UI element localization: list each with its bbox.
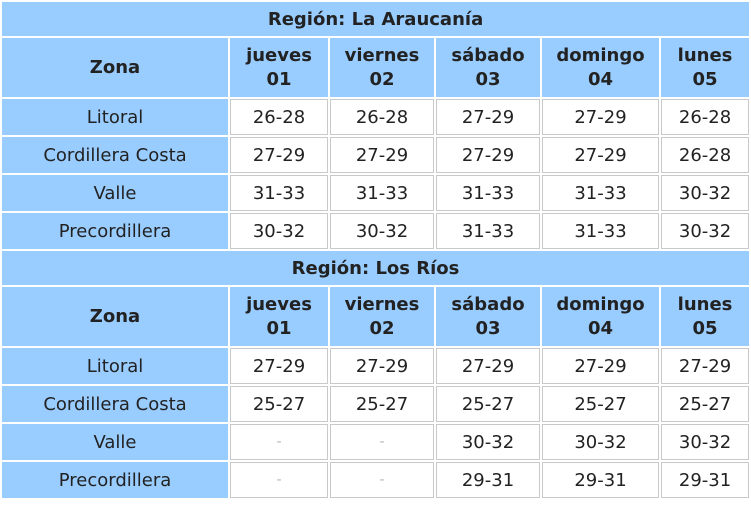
temperature-range: 31-33 [542, 175, 659, 211]
day-column-header: sábado 03 [436, 38, 540, 97]
table-row: Precordillera 30-32 30-32 31-33 31-33 30-32 [2, 213, 750, 249]
temperature-range: 30-32 [230, 213, 328, 249]
temperature-range: 31-33 [436, 213, 540, 249]
day-name: sábado [451, 44, 525, 66]
temperature-range: 30-32 [436, 424, 540, 460]
temperature-range: 27-29 [436, 348, 540, 384]
day-number: 05 [692, 317, 718, 339]
table-row: Cordillera Costa 25-27 25-27 25-27 25-27 25-2… [2, 386, 750, 422]
temperature-range: 29-31 [661, 462, 750, 498]
temperature-range: 30-32 [661, 175, 750, 211]
temperature-range: - [230, 424, 328, 460]
temperature-range: 27-29 [436, 99, 540, 135]
temperature-range: - [330, 462, 434, 498]
zone-name: Valle [2, 424, 228, 460]
table-row: Valle 31-33 31-33 31-33 31-33 30-32 [2, 175, 750, 211]
temperature-range: 30-32 [661, 424, 750, 460]
day-name: sábado [451, 293, 525, 315]
table-row: Cordillera Costa 27-29 27-29 27-29 27-29 26-2… [2, 137, 750, 173]
day-name: lunes [677, 44, 733, 66]
day-column-header: lunes 05 [661, 287, 750, 346]
day-name: viernes [344, 293, 420, 315]
header-row: Zona jueves 01 viernes 02 sábado 03 domingo 04 lu… [2, 38, 750, 97]
day-column-header: lunes 05 [661, 38, 750, 97]
day-name: jueves [246, 44, 312, 66]
temperature-range: 30-32 [661, 213, 750, 249]
temperature-range: 30-32 [330, 213, 434, 249]
temperature-range: 25-27 [330, 386, 434, 422]
day-number: 01 [266, 68, 292, 90]
temperature-range: 25-27 [542, 386, 659, 422]
zone-name: Cordillera Costa [2, 386, 228, 422]
temperature-range: 27-29 [230, 348, 328, 384]
zone-name: Valle [2, 175, 228, 211]
zone-name: Litoral [2, 99, 228, 135]
temperature-range: 27-29 [542, 137, 659, 173]
temperature-range: 31-33 [330, 175, 434, 211]
day-column-header: sábado 03 [436, 287, 540, 346]
day-column-header: jueves 01 [230, 38, 328, 97]
zone-column-header: Zona [2, 287, 228, 346]
day-number: 04 [587, 317, 614, 339]
temperature-range: 31-33 [436, 175, 540, 211]
temperature-range: 26-28 [230, 99, 328, 135]
day-name: domingo [556, 293, 645, 315]
zone-column-header: Zona [2, 38, 228, 97]
temperature-range: 25-27 [436, 386, 540, 422]
day-column-header: viernes 02 [330, 287, 434, 346]
temperature-range: 31-33 [542, 213, 659, 249]
region-title: Región: Los Ríos [2, 251, 750, 285]
day-name: jueves [246, 293, 312, 315]
zone-name: Precordillera [2, 462, 228, 498]
table-row: Precordillera - -29-31 29-31 29-31 [2, 462, 750, 498]
temperature-range: 25-27 [661, 386, 750, 422]
region-title-row: Región: Los Ríos [2, 251, 750, 285]
temperature-range: 27-29 [542, 348, 659, 384]
temperature-range: 27-29 [230, 137, 328, 173]
table-row: Valle - -30-32 30-32 30-32 [2, 424, 750, 460]
day-name: viernes [344, 44, 420, 66]
temperature-range: 26-28 [661, 99, 750, 135]
temperature-range: 29-31 [436, 462, 540, 498]
temperature-range: 26-28 [330, 99, 434, 135]
day-number: 02 [369, 317, 395, 339]
region-title-row: Región: La Araucanía [2, 2, 750, 36]
temperature-range: 27-29 [661, 348, 750, 384]
temperature-range: 27-29 [542, 99, 659, 135]
day-column-header: jueves 01 [230, 287, 328, 346]
day-number: 01 [266, 317, 292, 339]
temperature-range: 26-28 [661, 137, 750, 173]
day-number: 02 [369, 68, 395, 90]
day-column-header: domingo 04 [542, 287, 659, 346]
temperature-range: 25-27 [230, 386, 328, 422]
day-number: 03 [475, 68, 501, 90]
day-name: lunes [677, 293, 733, 315]
temperature-range: 30-32 [542, 424, 659, 460]
zone-name: Cordillera Costa [2, 137, 228, 173]
day-number: 05 [692, 68, 718, 90]
table-row: Litoral 27-29 27-29 27-29 27-29 27-29 [2, 348, 750, 384]
day-column-header: domingo 04 [542, 38, 659, 97]
region-title: Región: La Araucanía [2, 2, 750, 36]
zone-name: Precordillera [2, 213, 228, 249]
temperature-range: - [330, 424, 434, 460]
temperature-range: 27-29 [330, 137, 434, 173]
forecast-table-body: Región: La Araucanía Zona jueves 01 viernes 0… [2, 2, 750, 498]
temperature-range: 29-31 [542, 462, 659, 498]
table-row: Litoral 26-28 26-28 27-29 27-29 26-28 [2, 99, 750, 135]
day-number: 03 [475, 317, 501, 339]
day-column-header: viernes 02 [330, 38, 434, 97]
zone-name: Litoral [2, 348, 228, 384]
temperature-range: 27-29 [436, 137, 540, 173]
temperature-range: 27-29 [330, 348, 434, 384]
temperature-range: - [230, 462, 328, 498]
day-number: 04 [587, 68, 614, 90]
header-row: Zona jueves 01 viernes 02 sábado 03 domingo 04 lu… [2, 287, 750, 346]
temperature-range: 31-33 [230, 175, 328, 211]
day-name: domingo [556, 44, 645, 66]
